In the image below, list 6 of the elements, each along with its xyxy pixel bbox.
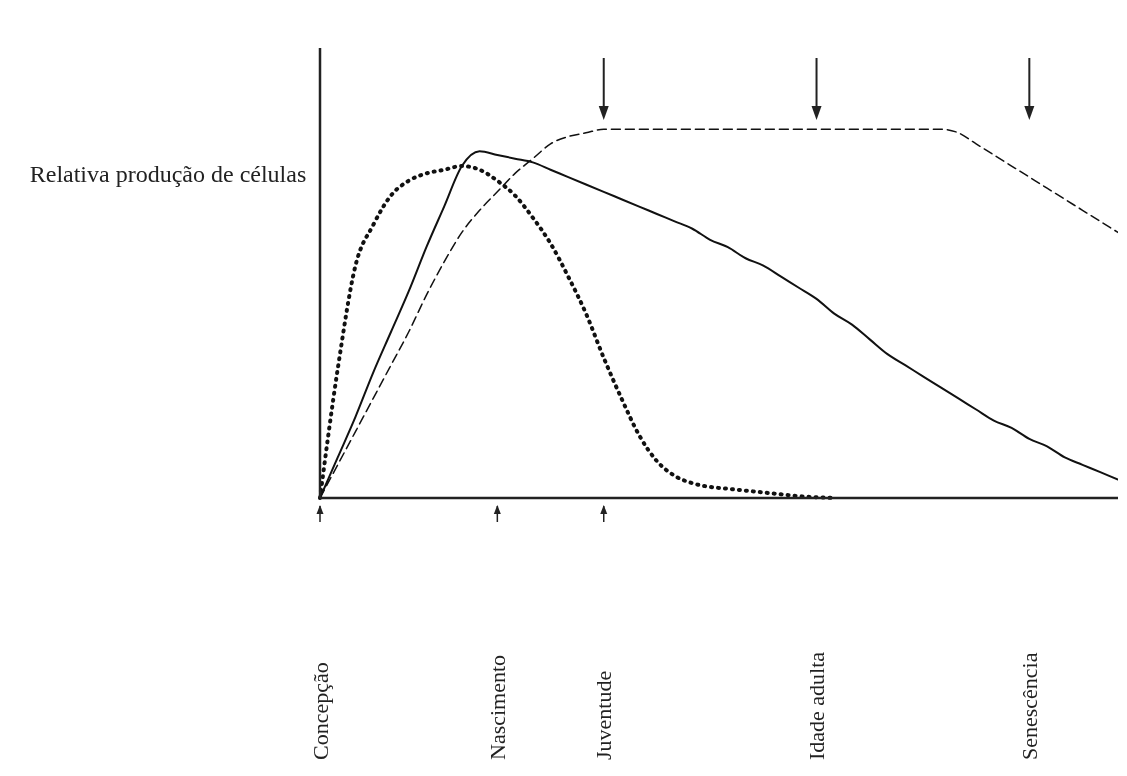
x-tick-label: Juventude [591, 670, 617, 760]
x-tick-label: Concepção [307, 662, 333, 760]
x-tick-label: Nascimento [484, 654, 510, 760]
x-tick-label: Senescência [1016, 652, 1042, 760]
y-axis-title: Relativa produção de células [28, 160, 308, 189]
x-tick-label: Idade adulta [804, 651, 830, 760]
